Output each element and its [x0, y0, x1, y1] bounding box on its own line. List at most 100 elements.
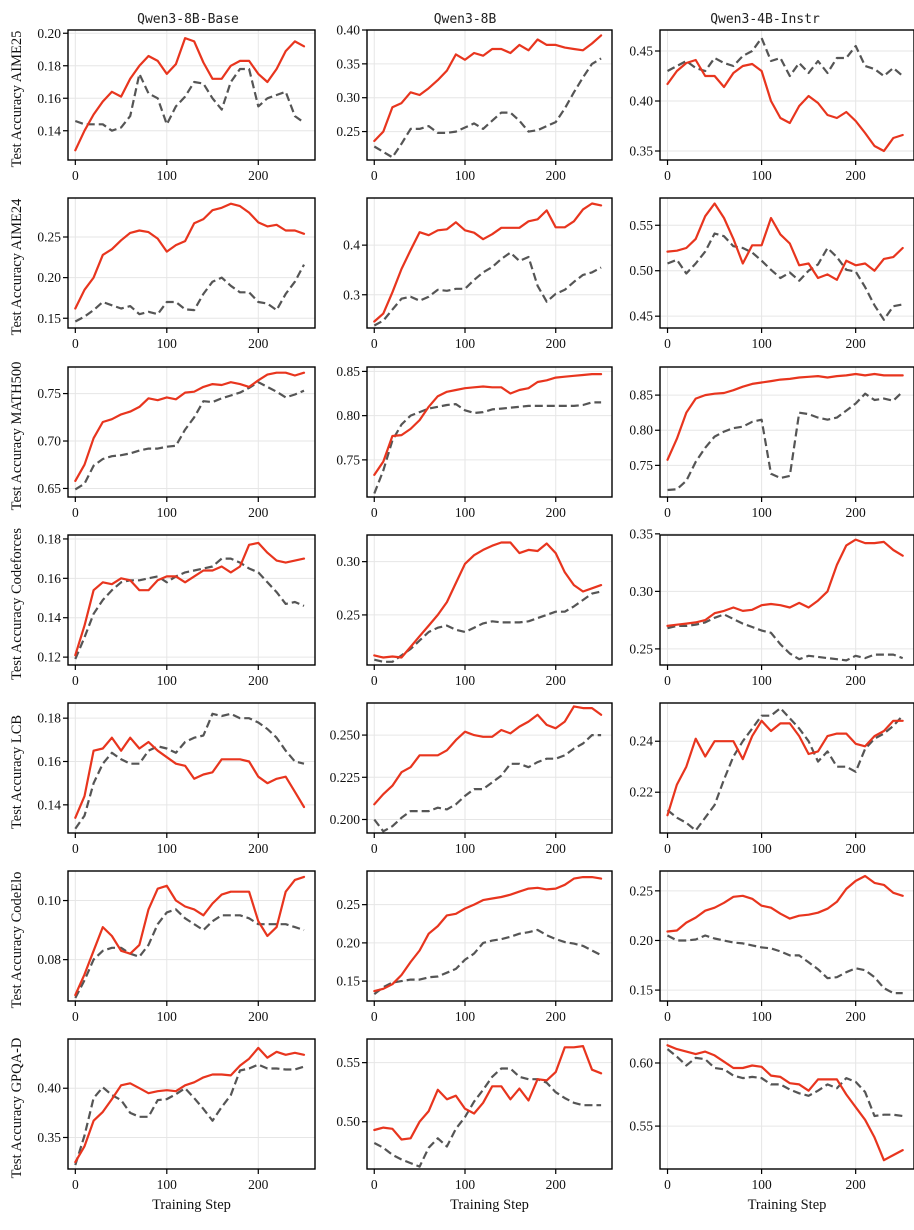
x-tick-label: 100	[157, 336, 178, 351]
series-line-dashed	[667, 613, 904, 662]
panel-aime25-qwen3-4b-instr: 0.35 0.40 0.45 0 100 200	[629, 29, 914, 183]
y-tick-label: 0.45	[629, 44, 653, 59]
axes-frame	[67, 702, 316, 834]
y-tick-label: 0.30	[336, 90, 360, 105]
y-tick-label: 0.15	[336, 974, 360, 989]
x-tick-label: 0	[72, 673, 79, 688]
x-tick-label: 0	[664, 168, 671, 183]
y-tick-label: 0.40	[629, 94, 653, 109]
x-tick-label: 200	[546, 673, 567, 688]
series-line-solid	[74, 36, 306, 152]
y-tick-label: 0.35	[629, 144, 653, 159]
series-line-dashed	[666, 706, 904, 832]
y-axis-label: Test Accuracy CodeElo	[9, 872, 25, 1009]
x-tick-label: 0	[371, 1009, 378, 1024]
series-line-dashed	[373, 928, 602, 995]
x-tick-label: 0	[664, 505, 671, 520]
y-tick-label: 0.20	[336, 935, 360, 950]
y-tick-label: 0.85	[629, 388, 653, 403]
axes-frame	[67, 29, 316, 161]
y-tick-label: 0.35	[37, 1130, 61, 1145]
x-tick-label: 100	[751, 1009, 772, 1024]
axes-frame	[67, 1038, 316, 1170]
panel-aime24-qwen3-8b: 0.3 0.4 0 100 200	[343, 197, 613, 351]
x-tick-label: 200	[248, 1177, 269, 1192]
x-tick-label: 200	[846, 841, 867, 856]
panel-lcb-qwen3-8b-base: 0.14 0.16 0.18 0 100 200 Test Accuracy LCB	[9, 702, 316, 856]
series-line-solid	[666, 719, 904, 817]
axes-frame	[659, 702, 914, 834]
y-tick-label: 0.22	[629, 785, 653, 800]
panel-aime24-qwen3-4b-instr: 0.45 0.50 0.55 0 100 200	[629, 197, 914, 351]
series-line-solid	[74, 371, 306, 482]
y-tick-label: 0.4	[343, 238, 360, 253]
y-tick-label: 0.15	[37, 311, 61, 326]
x-tick-label: 200	[546, 168, 567, 183]
series-line-solid	[373, 34, 603, 143]
x-tick-label: 100	[751, 1177, 772, 1192]
axes-frame	[366, 702, 613, 834]
x-tick-label: 100	[455, 505, 476, 520]
x-tick-label: 100	[455, 1177, 476, 1192]
y-axis-label: Test Accuracy Codeforces	[9, 528, 25, 680]
panel-codeelo-qwen3-8b: 0.15 0.20 0.25 0 100 200	[336, 870, 613, 1024]
x-tick-label: 100	[157, 1177, 178, 1192]
axes-frame	[366, 870, 613, 1002]
series-line-dashed	[373, 251, 602, 327]
x-tick-label: 0	[371, 336, 378, 351]
panel-codeforces-qwen3-8b: 0.25 0.30 0 100 200	[336, 534, 613, 688]
y-axis-label: Test Accuracy AIME25	[9, 31, 25, 168]
series-line-dashed	[667, 390, 904, 492]
y-tick-label: 0.50	[336, 1114, 360, 1129]
y-tick-label: 0.18	[37, 58, 61, 73]
y-tick-label: 0.25	[629, 641, 653, 656]
series-line-dashed	[373, 401, 602, 494]
x-axis-label: Training Step	[152, 1197, 231, 1213]
series-line-solid	[666, 58, 904, 153]
y-tick-label: 0.16	[37, 91, 61, 106]
series-line-dashed	[74, 381, 305, 491]
y-tick-label: 0.25	[37, 230, 61, 245]
axes-frame	[659, 197, 914, 329]
series-line-dashed	[74, 712, 305, 830]
y-tick-label: 0.20	[37, 270, 61, 285]
y-tick-label: 0.250	[330, 728, 361, 743]
series-line-solid	[373, 541, 603, 659]
y-tick-label: 0.18	[37, 531, 61, 546]
y-tick-label: 0.24	[629, 734, 653, 749]
series-line-dashed	[74, 908, 305, 999]
x-tick-label: 100	[157, 505, 178, 520]
series-line-dashed	[74, 557, 305, 660]
y-axis-label: Test Accuracy MATH500	[9, 362, 25, 511]
axes-frame	[659, 366, 914, 498]
x-tick-label: 0	[72, 1009, 79, 1024]
x-axis-label: Training Step	[450, 1197, 529, 1213]
y-tick-label: 0.50	[629, 263, 653, 278]
y-tick-label: 0.40	[37, 1081, 61, 1096]
y-tick-label: 0.85	[336, 364, 360, 379]
x-tick-label: 200	[546, 505, 567, 520]
panel-math500-qwen3-4b-instr: 0.75 0.80 0.85 0 100 200	[629, 366, 914, 520]
panel-math500-qwen3-8b: 0.75 0.80 0.85 0 100 200	[336, 364, 613, 520]
y-tick-label: 0.16	[37, 754, 61, 769]
series-line-solid	[373, 373, 603, 476]
axes-frame	[659, 870, 914, 1002]
x-tick-label: 0	[664, 336, 671, 351]
x-tick-label: 200	[846, 168, 867, 183]
y-tick-label: 0.20	[37, 26, 61, 41]
x-tick-label: 0	[371, 505, 378, 520]
series-line-solid	[666, 372, 904, 461]
series-line-dashed	[374, 590, 602, 663]
y-tick-label: 0.20	[629, 933, 653, 948]
series-line-dashed	[74, 1063, 305, 1166]
axes-frame	[67, 870, 316, 1002]
series-line-dashed	[373, 57, 602, 159]
y-tick-label: 0.25	[629, 883, 653, 898]
x-tick-label: 200	[248, 505, 269, 520]
x-tick-label: 200	[248, 841, 269, 856]
x-tick-label: 200	[546, 336, 567, 351]
x-tick-label: 100	[157, 168, 178, 183]
y-tick-label: 0.25	[336, 124, 360, 139]
axes-frame	[67, 366, 316, 498]
x-axis-label: Training Step	[748, 1197, 827, 1213]
